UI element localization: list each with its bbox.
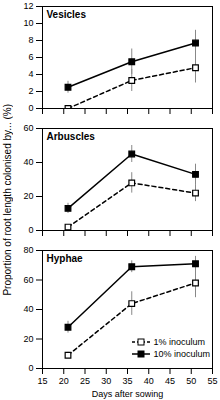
html-text:10% inoculum: 10% inoculum xyxy=(153,349,210,359)
svg-text:60: 60 xyxy=(23,123,33,133)
svg-text:25: 25 xyxy=(80,376,90,386)
svg-text:Days after sowing: Days after sowing xyxy=(92,389,164,399)
svg-text:20: 20 xyxy=(59,376,69,386)
svg-text:55: 55 xyxy=(207,376,217,386)
svg-text:20: 20 xyxy=(23,334,33,344)
svg-text:2: 2 xyxy=(28,86,33,96)
svg-text:40: 40 xyxy=(23,304,33,314)
svg-text:6: 6 xyxy=(28,52,33,62)
svg-text:30: 30 xyxy=(101,376,111,386)
svg-text:0: 0 xyxy=(28,103,33,113)
svg-text:35: 35 xyxy=(122,376,132,386)
svg-text:Arbuscles: Arbuscles xyxy=(47,131,96,142)
svg-text:Vesicles: Vesicles xyxy=(47,9,87,20)
svg-text:0: 0 xyxy=(28,225,33,235)
html-text:Proportion of root length colo: Proportion of root length colonised by..… xyxy=(1,104,13,296)
svg-text:80: 80 xyxy=(23,245,33,255)
svg-text:20: 20 xyxy=(23,191,33,201)
svg-text:40: 40 xyxy=(144,376,154,386)
svg-text:40: 40 xyxy=(23,157,33,167)
svg-text:8: 8 xyxy=(28,35,33,45)
svg-text:4: 4 xyxy=(28,69,33,79)
svg-text:50: 50 xyxy=(186,376,196,386)
svg-text:0: 0 xyxy=(28,363,33,373)
svg-text:12: 12 xyxy=(23,1,33,11)
svg-text:15: 15 xyxy=(37,376,47,386)
svg-text:60: 60 xyxy=(23,275,33,285)
svg-text:10: 10 xyxy=(23,18,33,28)
svg-text:Hyphae: Hyphae xyxy=(47,253,84,264)
html-text:1% inoculum: 1% inoculum xyxy=(153,337,205,347)
svg-text:45: 45 xyxy=(165,376,175,386)
